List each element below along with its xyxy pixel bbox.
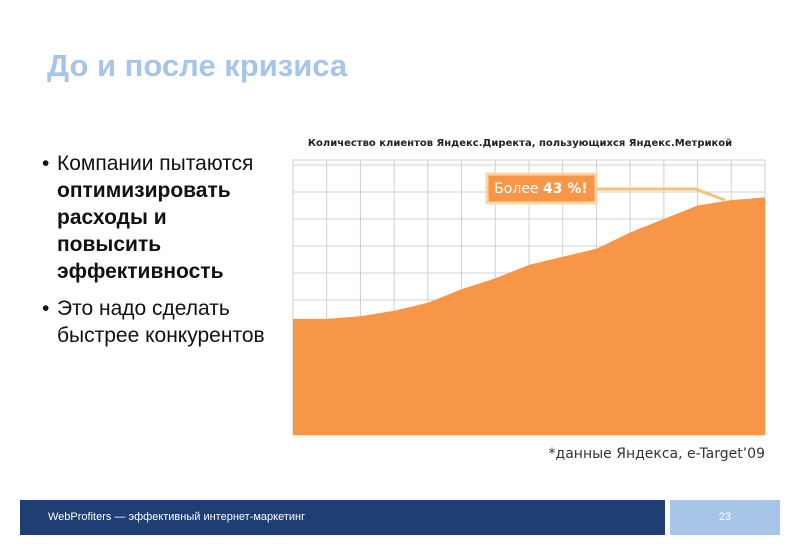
plot — [293, 197, 765, 435]
callout-highlight: 43 %! — [543, 181, 588, 197]
bullet: Компании пытаются оптимизировать расходы… — [40, 150, 270, 285]
bullet-bold: оптимизировать расходы и повысить эффект… — [57, 179, 231, 283]
source-note: *данные Яндекса, e-Target’09 — [549, 446, 765, 462]
bullet-text: Это надо сделать быстрее конкурентов — [57, 297, 265, 347]
callout-prefix: Более — [494, 181, 538, 197]
chart: Количество клиентов Яндекс.Директа, поль… — [292, 138, 766, 462]
chart-title: Количество клиентов Яндекс.Директа, поль… — [308, 138, 732, 149]
footer-bar: WebProfiters — эффективный интернет-марк… — [20, 500, 665, 535]
area — [293, 197, 765, 435]
callout-text: Более 43 %! — [494, 181, 588, 197]
page-number: 23 — [670, 500, 780, 535]
page-number-text: 23 — [718, 511, 732, 523]
bullet: Это надо сделать быстрее конкурентов — [40, 295, 270, 349]
callout-box — [485, 172, 598, 205]
callout-connector — [596, 187, 726, 202]
bullet-text: Компании пытаются — [57, 152, 254, 175]
bullet-list: Компании пытаются оптимизировать расходы… — [40, 150, 270, 359]
footer-text: WebProfiters — эффективный интернет-марк… — [48, 511, 306, 523]
slide-title: До и после кризиса — [47, 48, 348, 83]
